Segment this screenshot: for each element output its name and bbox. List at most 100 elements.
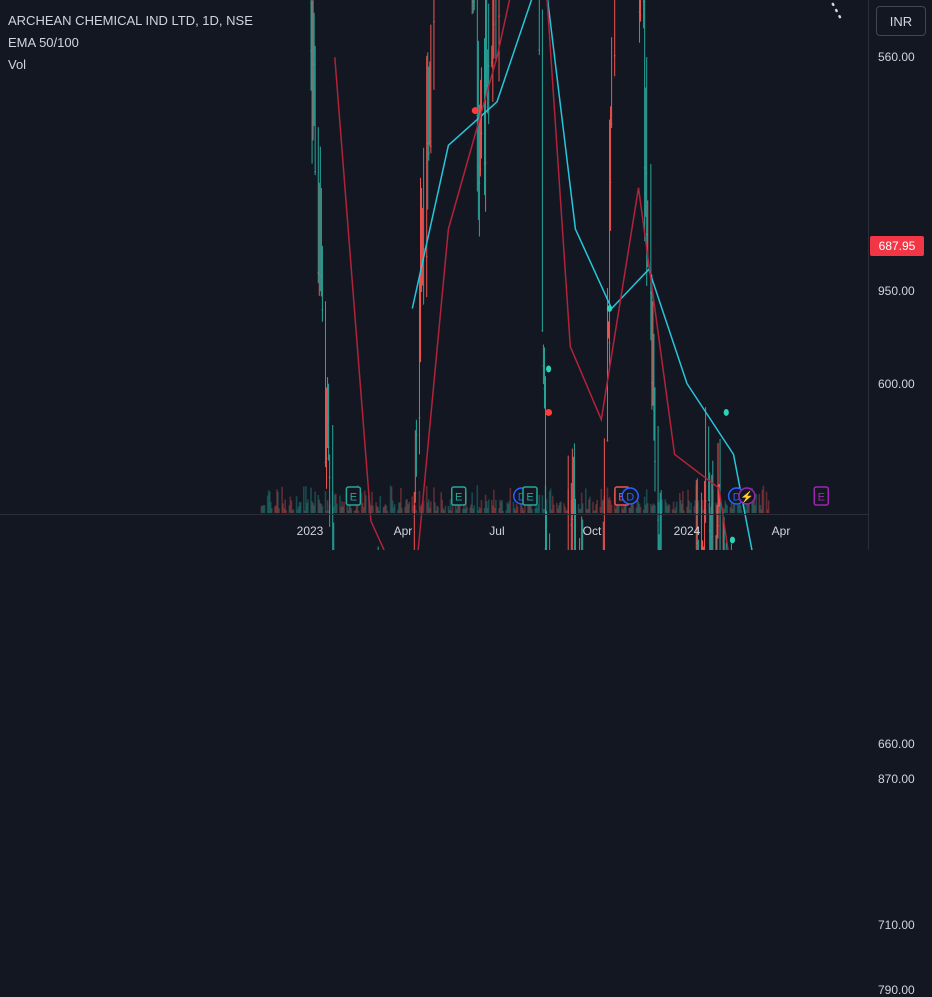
candle-body	[611, 123, 613, 124]
volume-bar	[437, 507, 439, 513]
candle-body	[610, 182, 612, 183]
candle-body	[498, 16, 500, 17]
candle-body	[542, 330, 544, 331]
volume-bar	[314, 491, 316, 513]
volume-bar	[445, 506, 447, 513]
time-axis-divider	[0, 514, 868, 515]
event-badge-label: E	[526, 492, 533, 504]
time-tick-label: Apr	[394, 524, 413, 538]
volume-bar	[690, 502, 692, 513]
volume-bar	[640, 507, 642, 513]
price-tick-label: 600.00	[878, 377, 915, 391]
time-tick-label: Apr	[772, 524, 791, 538]
ema50-line	[335, 0, 769, 550]
price-tick-label: 710.00	[878, 918, 915, 932]
candle-body	[485, 162, 487, 163]
volume-bar	[394, 504, 396, 513]
candle-body	[322, 309, 324, 310]
volume-bar	[517, 507, 519, 513]
event-badge-label: D	[626, 492, 634, 504]
buy-signal-dot	[724, 409, 729, 416]
volume-legend[interactable]: Vol	[8, 54, 253, 76]
volume-bar	[271, 508, 273, 513]
volume-bar	[589, 497, 591, 513]
candle-body	[717, 525, 719, 526]
event-badge-label: E	[350, 492, 357, 504]
candle-body	[479, 183, 481, 184]
candle-body	[607, 440, 609, 441]
candle-body	[493, 24, 495, 25]
sell-signal-dot	[472, 107, 479, 114]
candle-body	[480, 169, 482, 170]
volume-bar	[401, 508, 403, 513]
volume-bar	[416, 510, 418, 513]
volume-bar	[408, 502, 410, 513]
event-badge-label: E	[455, 492, 462, 504]
volume-bar	[553, 505, 555, 513]
buy-signal-dot	[546, 366, 551, 373]
price-tick-label: 950.00	[878, 284, 915, 298]
volume-bar	[300, 502, 302, 513]
volume-bar	[538, 495, 540, 513]
volume-bar	[726, 505, 728, 513]
candle-body	[314, 171, 316, 172]
volume-bar	[531, 509, 533, 513]
volume-bar	[502, 511, 504, 513]
volume-bar	[336, 504, 338, 513]
volume-bar	[481, 500, 483, 513]
candle-body	[416, 434, 418, 435]
candle-body	[326, 458, 328, 459]
volume-bar	[325, 491, 327, 513]
event-badge-label: ⚡	[740, 491, 754, 504]
ema-legend[interactable]: EMA 50/100	[8, 32, 253, 54]
volume-bar	[611, 505, 613, 513]
volume-bar	[430, 501, 432, 513]
volume-bar	[379, 496, 381, 513]
ema100-line	[412, 0, 768, 550]
candle-body	[654, 461, 656, 462]
trendlines-layer	[261, 0, 841, 550]
time-tick-label: 2024	[674, 524, 701, 538]
candle-body	[705, 500, 707, 501]
volume-bar	[647, 503, 649, 513]
volume-bar	[682, 491, 684, 513]
volume-bar	[466, 507, 468, 513]
event-badge-dividend: D	[622, 488, 638, 504]
time-tick-label: 2023	[297, 524, 324, 538]
candle-body	[481, 133, 483, 134]
currency-button[interactable]: INR	[876, 6, 926, 36]
volume-bar	[477, 485, 479, 513]
volume-bar	[768, 500, 770, 513]
volume-bar	[632, 505, 634, 513]
volume-bar	[510, 488, 512, 513]
candle-body	[614, 55, 616, 56]
volume-bar	[560, 501, 562, 513]
volume-bar	[748, 504, 750, 513]
volume-bar	[278, 508, 280, 513]
time-tick-label: Jul	[489, 524, 504, 538]
volume-bar	[741, 511, 743, 513]
symbol-title[interactable]: ARCHEAN CHEMICAL IND LTD, 1D, NSE	[8, 10, 253, 32]
time-tick-label: Oct	[583, 524, 602, 538]
event-badge-earnings: E	[814, 487, 828, 505]
candle-body	[430, 146, 432, 147]
candle-body	[433, 21, 435, 22]
volume-bar	[473, 505, 475, 513]
last-price-label: 687.95	[870, 236, 924, 256]
price-chart[interactable]: EEDEEDD⚡E	[0, 0, 932, 550]
candle-body	[329, 477, 331, 478]
volume-bar	[307, 499, 309, 513]
volume-bar	[683, 510, 685, 513]
volume-bar	[293, 509, 295, 513]
volume-bar	[365, 495, 367, 513]
buy-signal-dot	[607, 305, 612, 312]
ema-layer	[335, 0, 769, 550]
volume-bar	[582, 503, 584, 513]
event-badge-earnings: E	[523, 487, 537, 505]
signals-layer	[472, 0, 735, 550]
candle-body	[328, 447, 330, 448]
volume-bar	[763, 486, 765, 513]
volume-bar	[322, 506, 324, 513]
candle-body	[426, 256, 428, 257]
chart-legend: ARCHEAN CHEMICAL IND LTD, 1D, NSE EMA 50…	[8, 10, 253, 76]
